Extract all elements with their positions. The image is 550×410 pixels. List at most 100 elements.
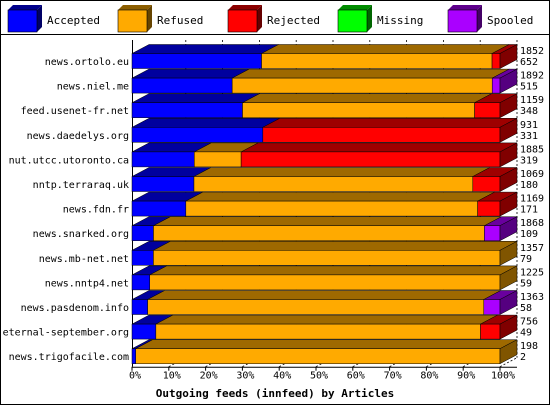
data-label-offered: 1169 xyxy=(520,194,544,205)
y-tick-label: eternal-september.org xyxy=(3,328,129,339)
y-tick-label: news.mb-net.net xyxy=(39,254,129,265)
bar-segment-side xyxy=(499,290,518,315)
data-label-offered: 1852 xyxy=(520,46,544,57)
bar-segment-side xyxy=(499,240,518,266)
bar-segment-side xyxy=(499,191,518,217)
y-tick-label: news.nntp4.net xyxy=(45,278,129,289)
y-tick-label: news.ortolo.eu xyxy=(45,57,129,68)
legend-swatch-top xyxy=(448,5,482,10)
bar-segment-refused xyxy=(153,250,501,266)
legend-swatch-top xyxy=(338,5,372,10)
bar-segment-side xyxy=(499,314,518,340)
data-label-accepted: 2 xyxy=(520,352,526,363)
data-label-offered: 1363 xyxy=(520,292,544,303)
legend-swatch-side xyxy=(477,5,482,32)
bar-segment-top xyxy=(261,44,510,54)
bar-segment-accepted xyxy=(131,348,136,364)
legend-swatch-top xyxy=(118,5,152,10)
bar-segment-accepted xyxy=(131,53,262,69)
data-label-accepted: 171 xyxy=(520,205,538,216)
legend-item: Spooled xyxy=(447,5,533,33)
legend-swatch-side xyxy=(37,5,42,32)
data-label-offered: 1868 xyxy=(520,218,544,229)
plot-area: 0% 10% 20% 30% 40% 50% 60% 70% 80% 90% 100% news.or… xyxy=(3,40,544,382)
x-tick-label: 80% xyxy=(420,371,438,382)
legend-item: Accepted xyxy=(7,5,100,33)
data-label-accepted: 49 xyxy=(520,328,532,339)
data-label-offered: 931 xyxy=(520,120,538,131)
x-tick-label: 10% xyxy=(163,371,181,382)
legend-swatch-top xyxy=(228,5,262,10)
bar-segment-rejected xyxy=(472,176,501,192)
data-label-accepted: 79 xyxy=(520,254,532,265)
data-label-offered: 1357 xyxy=(520,243,544,254)
y-tick-label: news.snarked.org xyxy=(33,229,129,240)
bar-segment-top xyxy=(193,167,490,177)
legend-swatch xyxy=(337,9,368,33)
bar-segment-side xyxy=(499,339,518,365)
data-label-accepted: 652 xyxy=(520,57,538,68)
legend-label: Spooled xyxy=(487,14,533,27)
bar-segment-refused xyxy=(147,299,485,315)
gridline-diagonal xyxy=(499,357,518,368)
legend-swatch-side xyxy=(147,5,152,32)
x-tick-label: 40% xyxy=(273,371,291,382)
bar-segment-refused xyxy=(185,200,478,217)
bar-segment-rejected xyxy=(474,102,501,118)
x-tick-label: 60% xyxy=(347,371,365,382)
bar-segment-rejected xyxy=(477,200,501,217)
x-tick-label: 20% xyxy=(200,371,218,382)
legend-label: Missing xyxy=(377,14,423,27)
bar-segment-top xyxy=(155,314,498,325)
bar-segment-spooled xyxy=(483,299,501,315)
data-label-offered: 198 xyxy=(520,341,538,352)
data-label-accepted: 58 xyxy=(520,303,532,314)
data-label-accepted: 319 xyxy=(520,155,538,166)
data-label-accepted: 109 xyxy=(520,229,538,240)
bar-segment-refused xyxy=(242,102,475,118)
legend-item: Refused xyxy=(117,5,203,33)
x-tick-label: 50% xyxy=(310,371,328,382)
legend-label: Refused xyxy=(157,14,203,27)
bar-segment-accepted xyxy=(131,151,195,168)
legend-swatch-top xyxy=(8,5,42,10)
bar-segment-refused xyxy=(149,274,501,291)
x-axis-label: Outgoing feeds (innfeed) by Articles xyxy=(156,387,394,400)
y-tick-label: feed.usenet-fr.net xyxy=(21,106,129,117)
bar-segment-top xyxy=(153,216,502,226)
y-tick-label: news.niel.me xyxy=(57,82,129,93)
y-tick-label: news.fdn.fr xyxy=(63,205,129,216)
legend-label: Rejected xyxy=(267,14,320,27)
legend-swatch xyxy=(447,9,478,33)
legend-item: Rejected xyxy=(227,5,320,33)
bar-segment-accepted xyxy=(131,323,157,340)
y-tick-label: nntp.terraraq.uk xyxy=(33,180,129,191)
bar-segment-top xyxy=(262,118,518,128)
data-label-accepted: 59 xyxy=(520,278,532,289)
x-tick-label: 100% xyxy=(491,371,515,382)
legend-swatch-side xyxy=(367,5,372,32)
bar-segment-rejected xyxy=(262,127,501,143)
bar-segment-top xyxy=(147,290,501,300)
data-label-offered: 1069 xyxy=(520,169,544,180)
bar-segment-top xyxy=(149,265,518,276)
bar-segment-top xyxy=(131,68,250,79)
bar-segment-top xyxy=(131,44,279,54)
bar-segment-rejected xyxy=(491,53,501,69)
bar-segment-accepted xyxy=(131,225,154,241)
bar-segment-rejected xyxy=(480,323,501,340)
bar-segment-refused xyxy=(194,151,242,168)
data-label-accepted: 180 xyxy=(520,180,538,191)
legend-label: Accepted xyxy=(47,14,100,27)
bar-segment-refused xyxy=(261,53,493,69)
data-label-accepted: 348 xyxy=(520,106,538,117)
data-label-accepted: 331 xyxy=(520,131,538,142)
y-tick-label: news.trigofacile.com xyxy=(9,352,129,363)
bar-segment-accepted xyxy=(131,176,195,192)
legend-swatch xyxy=(7,9,38,33)
data-label-offered: 1892 xyxy=(520,71,544,82)
bar-segment-top xyxy=(131,118,280,128)
x-tick-label: 70% xyxy=(384,371,402,382)
bar-segment-top xyxy=(232,68,510,79)
